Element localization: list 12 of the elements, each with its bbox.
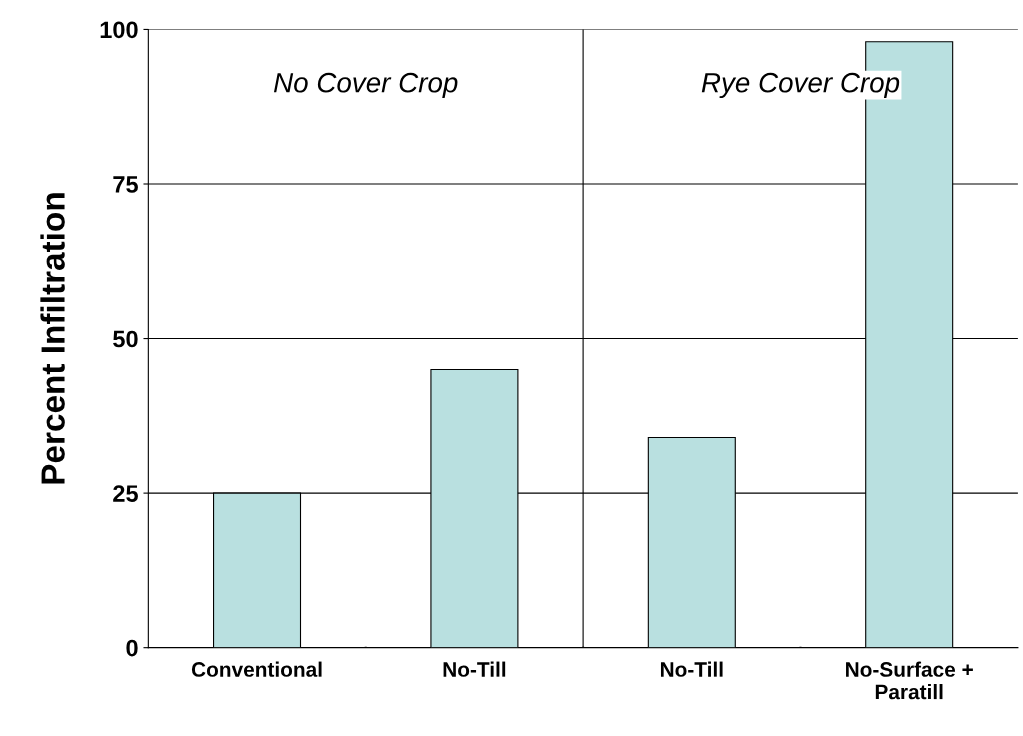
x-tick-label: No-Till — [443, 661, 506, 677]
y-tick-label: 100 — [100, 21, 138, 39]
y-tick-label: 50 — [113, 330, 138, 348]
x-tick-label: No-Till — [660, 661, 723, 677]
y-tick-label: 25 — [113, 485, 138, 502]
y-tick-label: 75 — [113, 176, 138, 193]
y-tick-label: 0 — [126, 639, 138, 657]
x-tick-label: Conventional — [191, 661, 322, 677]
annotation: Rye Cover Crop — [701, 72, 900, 99]
annotation: No Cover Crop — [273, 72, 458, 99]
x-tick-label: No-Surface + Paratill — [846, 661, 973, 700]
y-axis-title: Percent Infiltration — [40, 193, 65, 484]
